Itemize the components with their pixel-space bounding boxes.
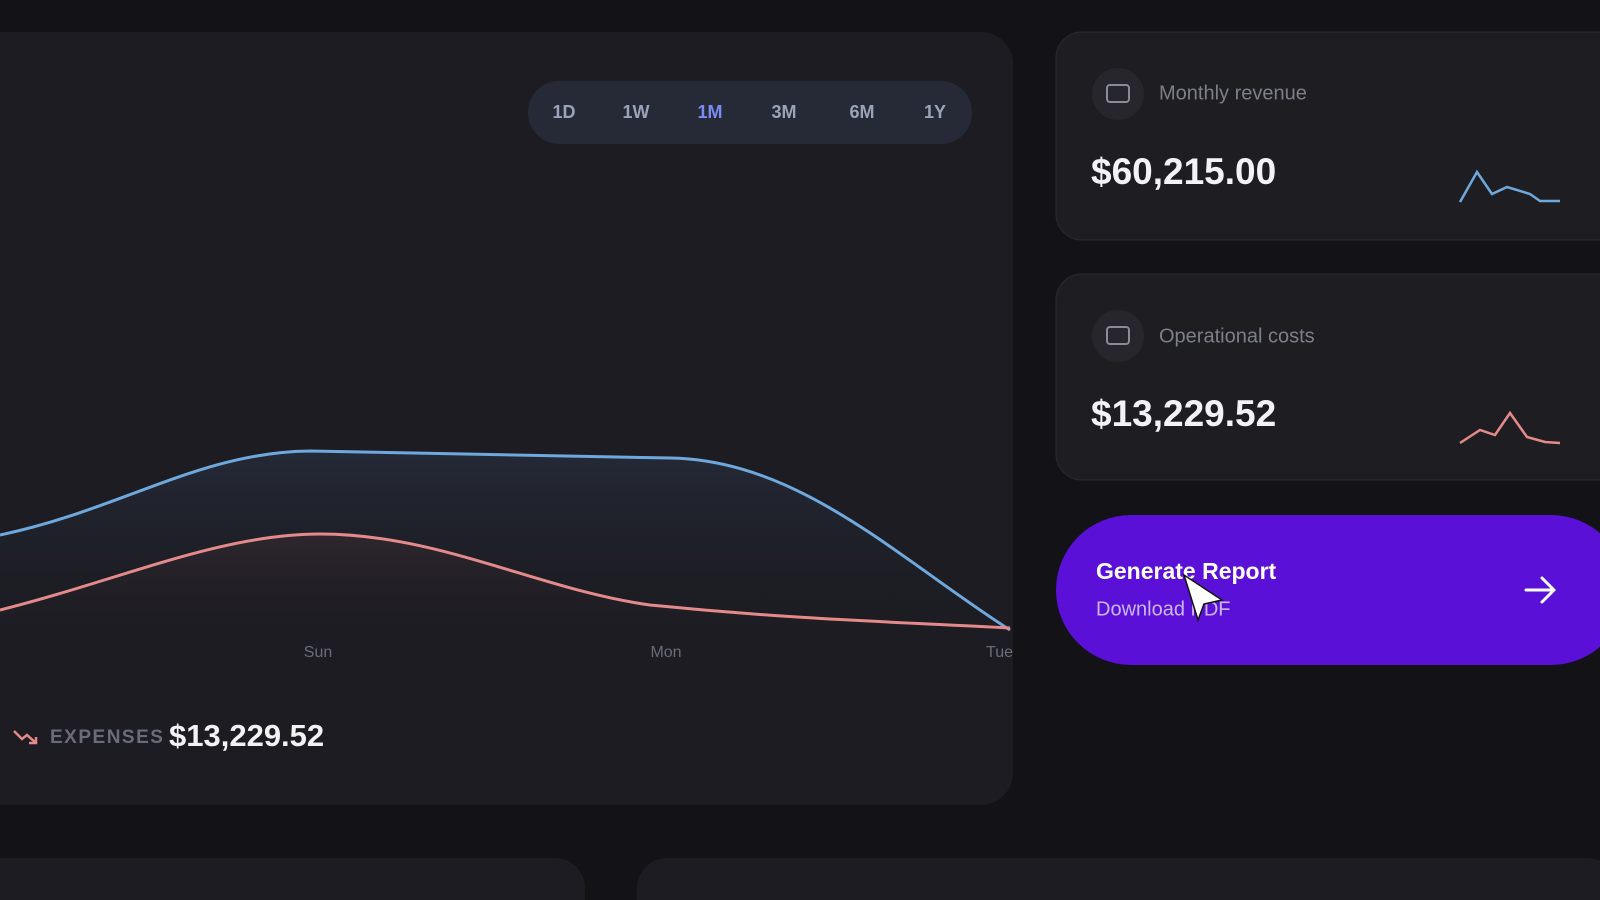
- x-label: Tue: [986, 644, 1013, 661]
- x-label: Mon: [650, 644, 681, 661]
- card-icon: [1106, 326, 1130, 345]
- chart-panel: [0, 32, 1013, 805]
- button-bg[interactable]: [1056, 515, 1600, 665]
- timeframe-tab[interactable]: 1W: [623, 102, 650, 122]
- timeframe-tab[interactable]: 3M: [771, 102, 796, 122]
- card-icon-bg: [1092, 310, 1144, 362]
- costs-card: [1055, 273, 1600, 481]
- card-icon-bg: [1092, 68, 1144, 120]
- timeframe-tab[interactable]: 1Y: [924, 102, 946, 122]
- bottom-panel: [0, 858, 585, 900]
- expenses-amount: $13,229.52: [169, 718, 324, 753]
- sparkline: [1459, 410, 1561, 445]
- card-icon: [1106, 84, 1130, 103]
- card-title: Monthly revenue: [1159, 82, 1307, 104]
- expense-area: [0, 534, 1010, 650]
- revenue-card: [1055, 31, 1600, 241]
- mouse-cursor: [1182, 573, 1224, 623]
- card-title: Operational costs: [1159, 325, 1315, 347]
- arrow-icon[interactable]: [1524, 576, 1556, 604]
- revenue-line: [0, 449, 1011, 632]
- bottom-panel: [637, 858, 1600, 900]
- generate-report-button[interactable]: Generate Report Download PDF: [1056, 515, 1600, 665]
- card-amount: $60,215.00: [1091, 151, 1276, 192]
- timeframe-tab[interactable]: 6M: [849, 102, 874, 122]
- card-amount: $13,229.52: [1091, 393, 1276, 434]
- x-label: Sun: [304, 644, 332, 661]
- expenses-label: EXPENSES: [50, 727, 164, 748]
- timeframe-tabs: 1D 1W 1M 3M 6M 1Y: [552, 102, 946, 122]
- sparkline: [1458, 169, 1560, 203]
- trend-down-icon: [13, 730, 38, 745]
- timeframe-tab[interactable]: 1D: [552, 102, 575, 122]
- expense-line: [0, 532, 1011, 630]
- timeframe-pill: [528, 81, 972, 144]
- timeframe-tab[interactable]: 1M: [697, 102, 722, 122]
